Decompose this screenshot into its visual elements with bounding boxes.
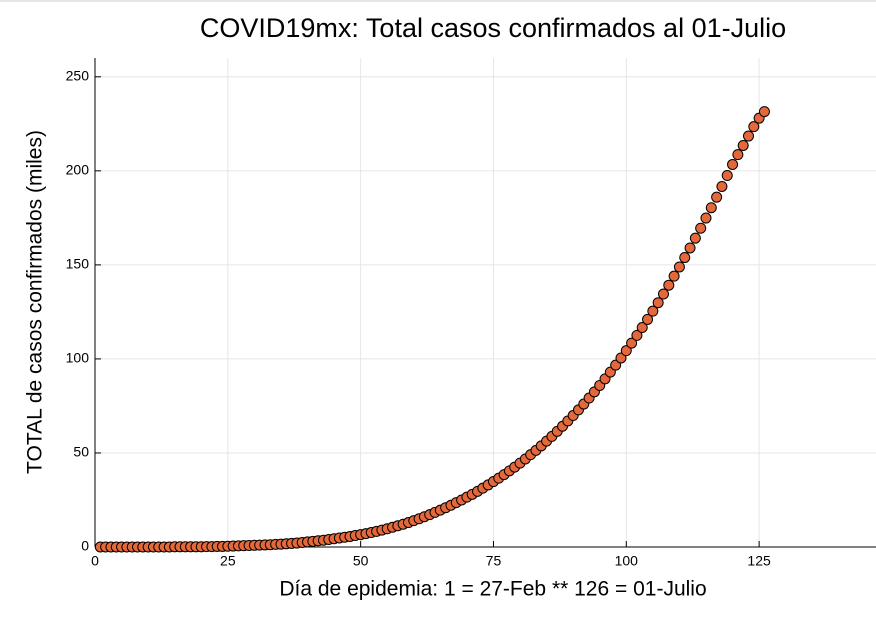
y-tick-label: 0 (81, 538, 89, 554)
x-tick-label: 75 (486, 553, 502, 569)
point (700, 212, 712, 224)
point (663, 279, 675, 291)
point (679, 252, 691, 264)
point (737, 139, 749, 151)
point (657, 288, 669, 300)
y-tick-label: 250 (66, 68, 90, 84)
point (636, 322, 648, 334)
y-tick-label: 200 (66, 162, 90, 178)
y-tick-label: 150 (66, 256, 90, 272)
point (695, 222, 707, 234)
point (727, 158, 739, 170)
point (642, 313, 654, 325)
point (615, 352, 627, 364)
x-tick-label: 100 (615, 553, 639, 569)
point (721, 170, 733, 182)
x-tick-label: 125 (747, 553, 771, 569)
point (716, 180, 728, 192)
y-tick-label: 50 (73, 444, 89, 460)
point (673, 261, 685, 273)
point (711, 191, 723, 203)
point (689, 232, 701, 244)
point (647, 305, 659, 317)
point (620, 345, 632, 357)
chart-title: COVID19mx: Total casos confirmados al 01… (200, 13, 786, 43)
point (748, 121, 760, 133)
point (631, 329, 643, 341)
y-tick-label: 100 (66, 350, 90, 366)
point (668, 270, 680, 282)
point (732, 149, 744, 161)
point (626, 337, 638, 349)
point (684, 242, 696, 254)
point (742, 130, 754, 142)
x-tick-label: 0 (91, 553, 99, 569)
point (652, 297, 664, 309)
x-tick-label: 50 (353, 553, 369, 569)
point (758, 106, 770, 118)
point (705, 202, 717, 214)
x-tick-label: 25 (220, 553, 236, 569)
y-axis-label: TOTAL de casos confirmados (miles) (24, 130, 47, 474)
x-axis-label: Día de epidemia: 1 = 27-Feb ** 126 = 01-… (279, 578, 706, 601)
